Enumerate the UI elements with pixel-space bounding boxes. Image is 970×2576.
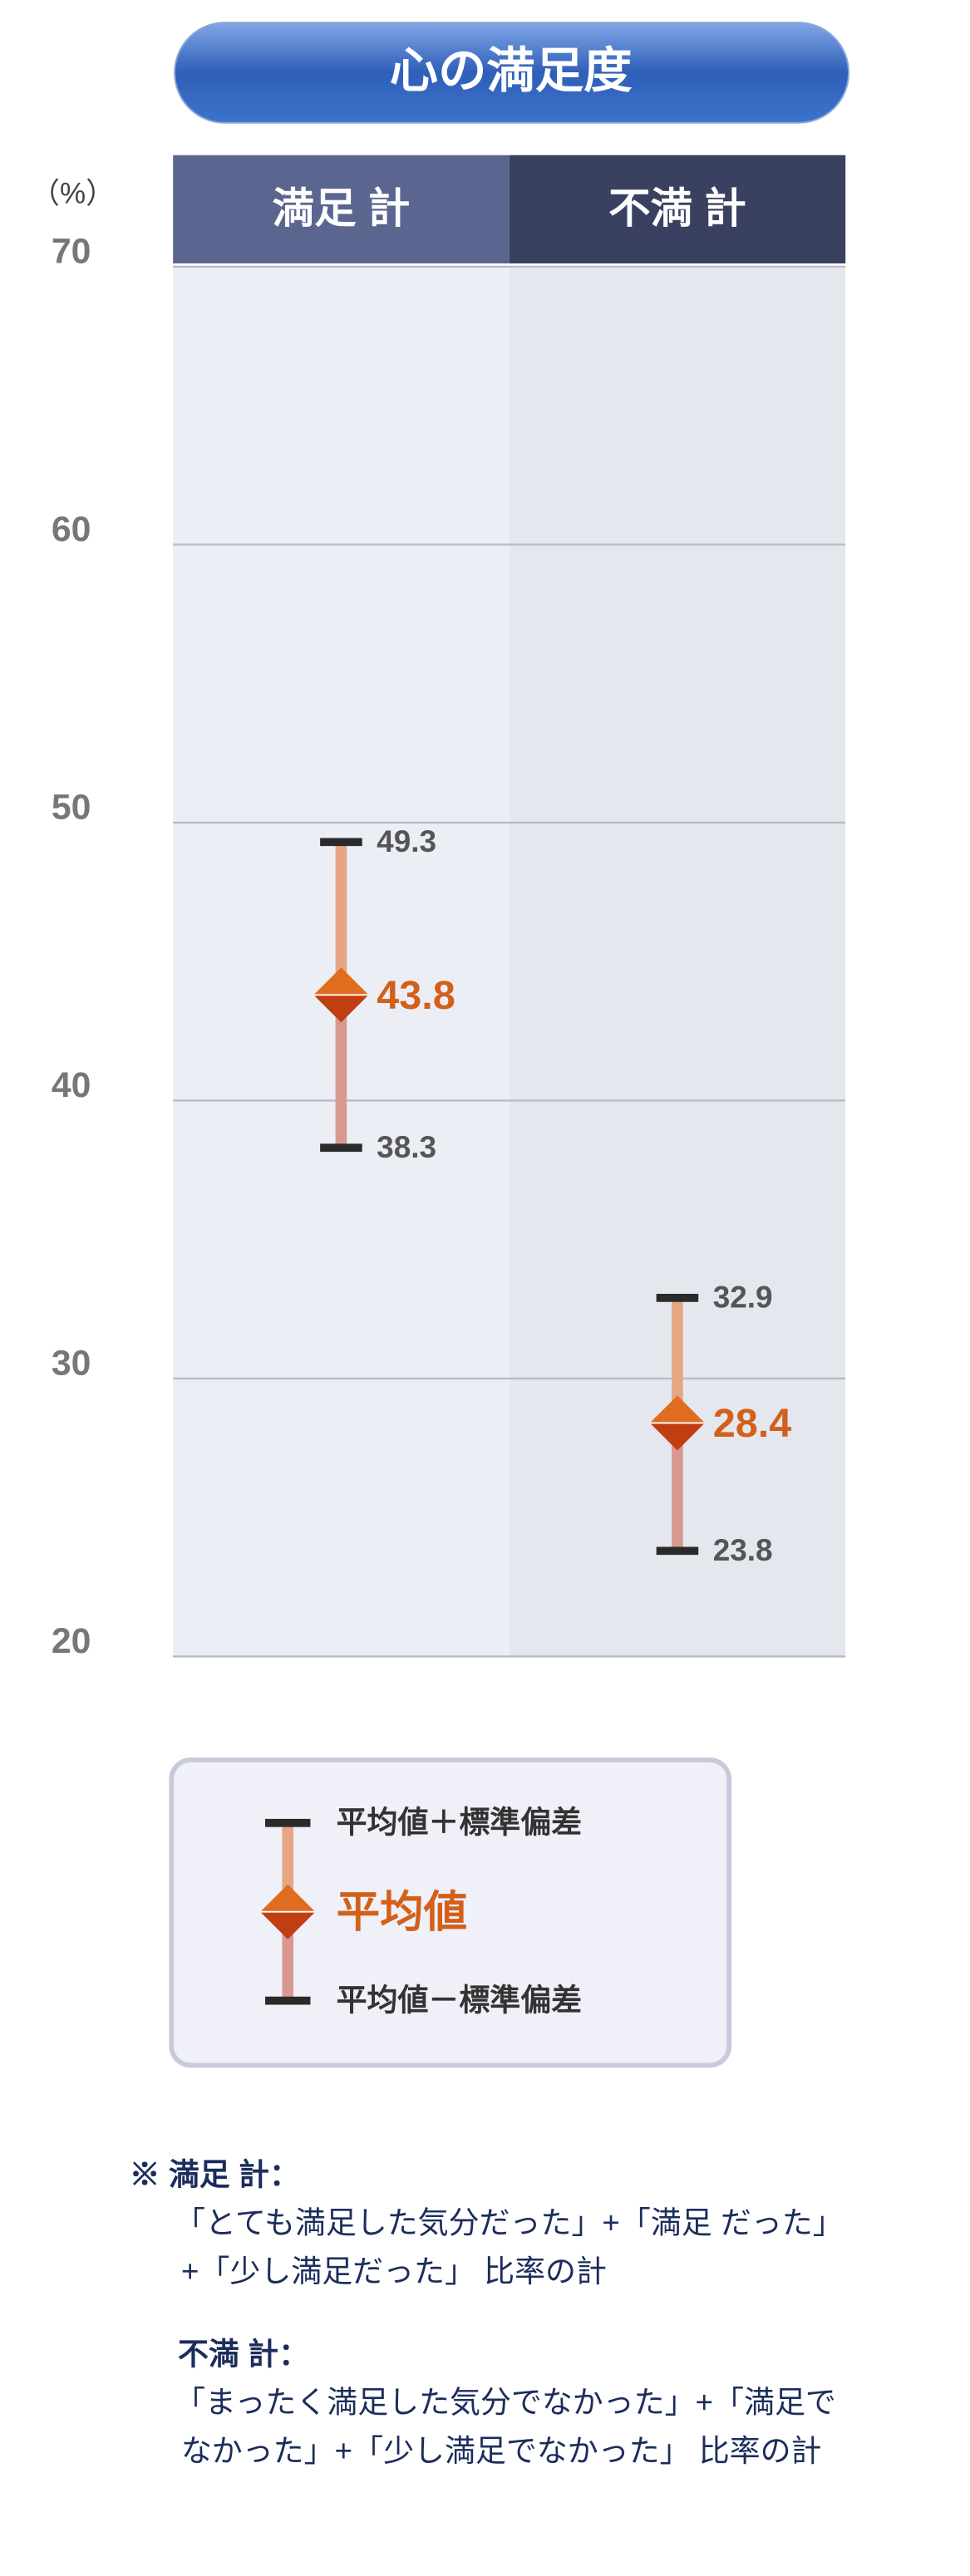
- y-tick-label: 50: [52, 788, 91, 828]
- legend-label: 平均値－標準偏差: [337, 1983, 583, 2017]
- mean-label: 43.8: [377, 973, 455, 1018]
- y-tick-label: 70: [52, 232, 91, 272]
- y-tick-label: 40: [52, 1065, 91, 1105]
- mean-marker: [649, 1395, 705, 1423]
- legend-box: [169, 1757, 732, 2068]
- upper-label: 32.9: [713, 1281, 773, 1315]
- x-category-label: 満足 計: [273, 184, 411, 232]
- note-line: なかった」+「少し満足でなかった」 比率の計: [181, 2434, 822, 2468]
- title-pill: [174, 22, 850, 124]
- chart-title: 心の満足度: [390, 44, 633, 98]
- unit-label: （%）: [31, 178, 115, 210]
- upper-label: 49.3: [377, 824, 436, 858]
- y-tick-label: 30: [52, 1344, 91, 1384]
- note-line: 「まったく満足した気分でなかった」+「満足で: [175, 2386, 836, 2420]
- legend-label: 平均値＋標準偏差: [337, 1805, 583, 1839]
- y-tick-label: 20: [52, 1621, 91, 1661]
- mean-marker: [649, 1423, 705, 1451]
- mean-label: 28.4: [713, 1401, 792, 1446]
- header-cell: [173, 155, 510, 264]
- note-label: 不満 計：: [178, 2337, 309, 2371]
- legend-label: 平均値: [337, 1887, 468, 1936]
- note-line: +「少し満足だった」 比率の計: [181, 2254, 607, 2288]
- lower-label: 23.8: [713, 1533, 773, 1567]
- y-tick-label: 60: [52, 509, 91, 549]
- note-label: ※ 満足 計：: [130, 2157, 300, 2191]
- header-cell: [509, 155, 846, 264]
- x-category-label: 不満 計: [608, 184, 746, 232]
- lower-label: 38.3: [377, 1130, 436, 1164]
- legend-marker: [260, 1911, 316, 1939]
- mean-marker: [313, 995, 369, 1023]
- legend-marker: [260, 1884, 316, 1912]
- mean-marker: [313, 967, 369, 995]
- note-line: 「とても満足した気分だった」+「満足 だった」: [175, 2206, 844, 2240]
